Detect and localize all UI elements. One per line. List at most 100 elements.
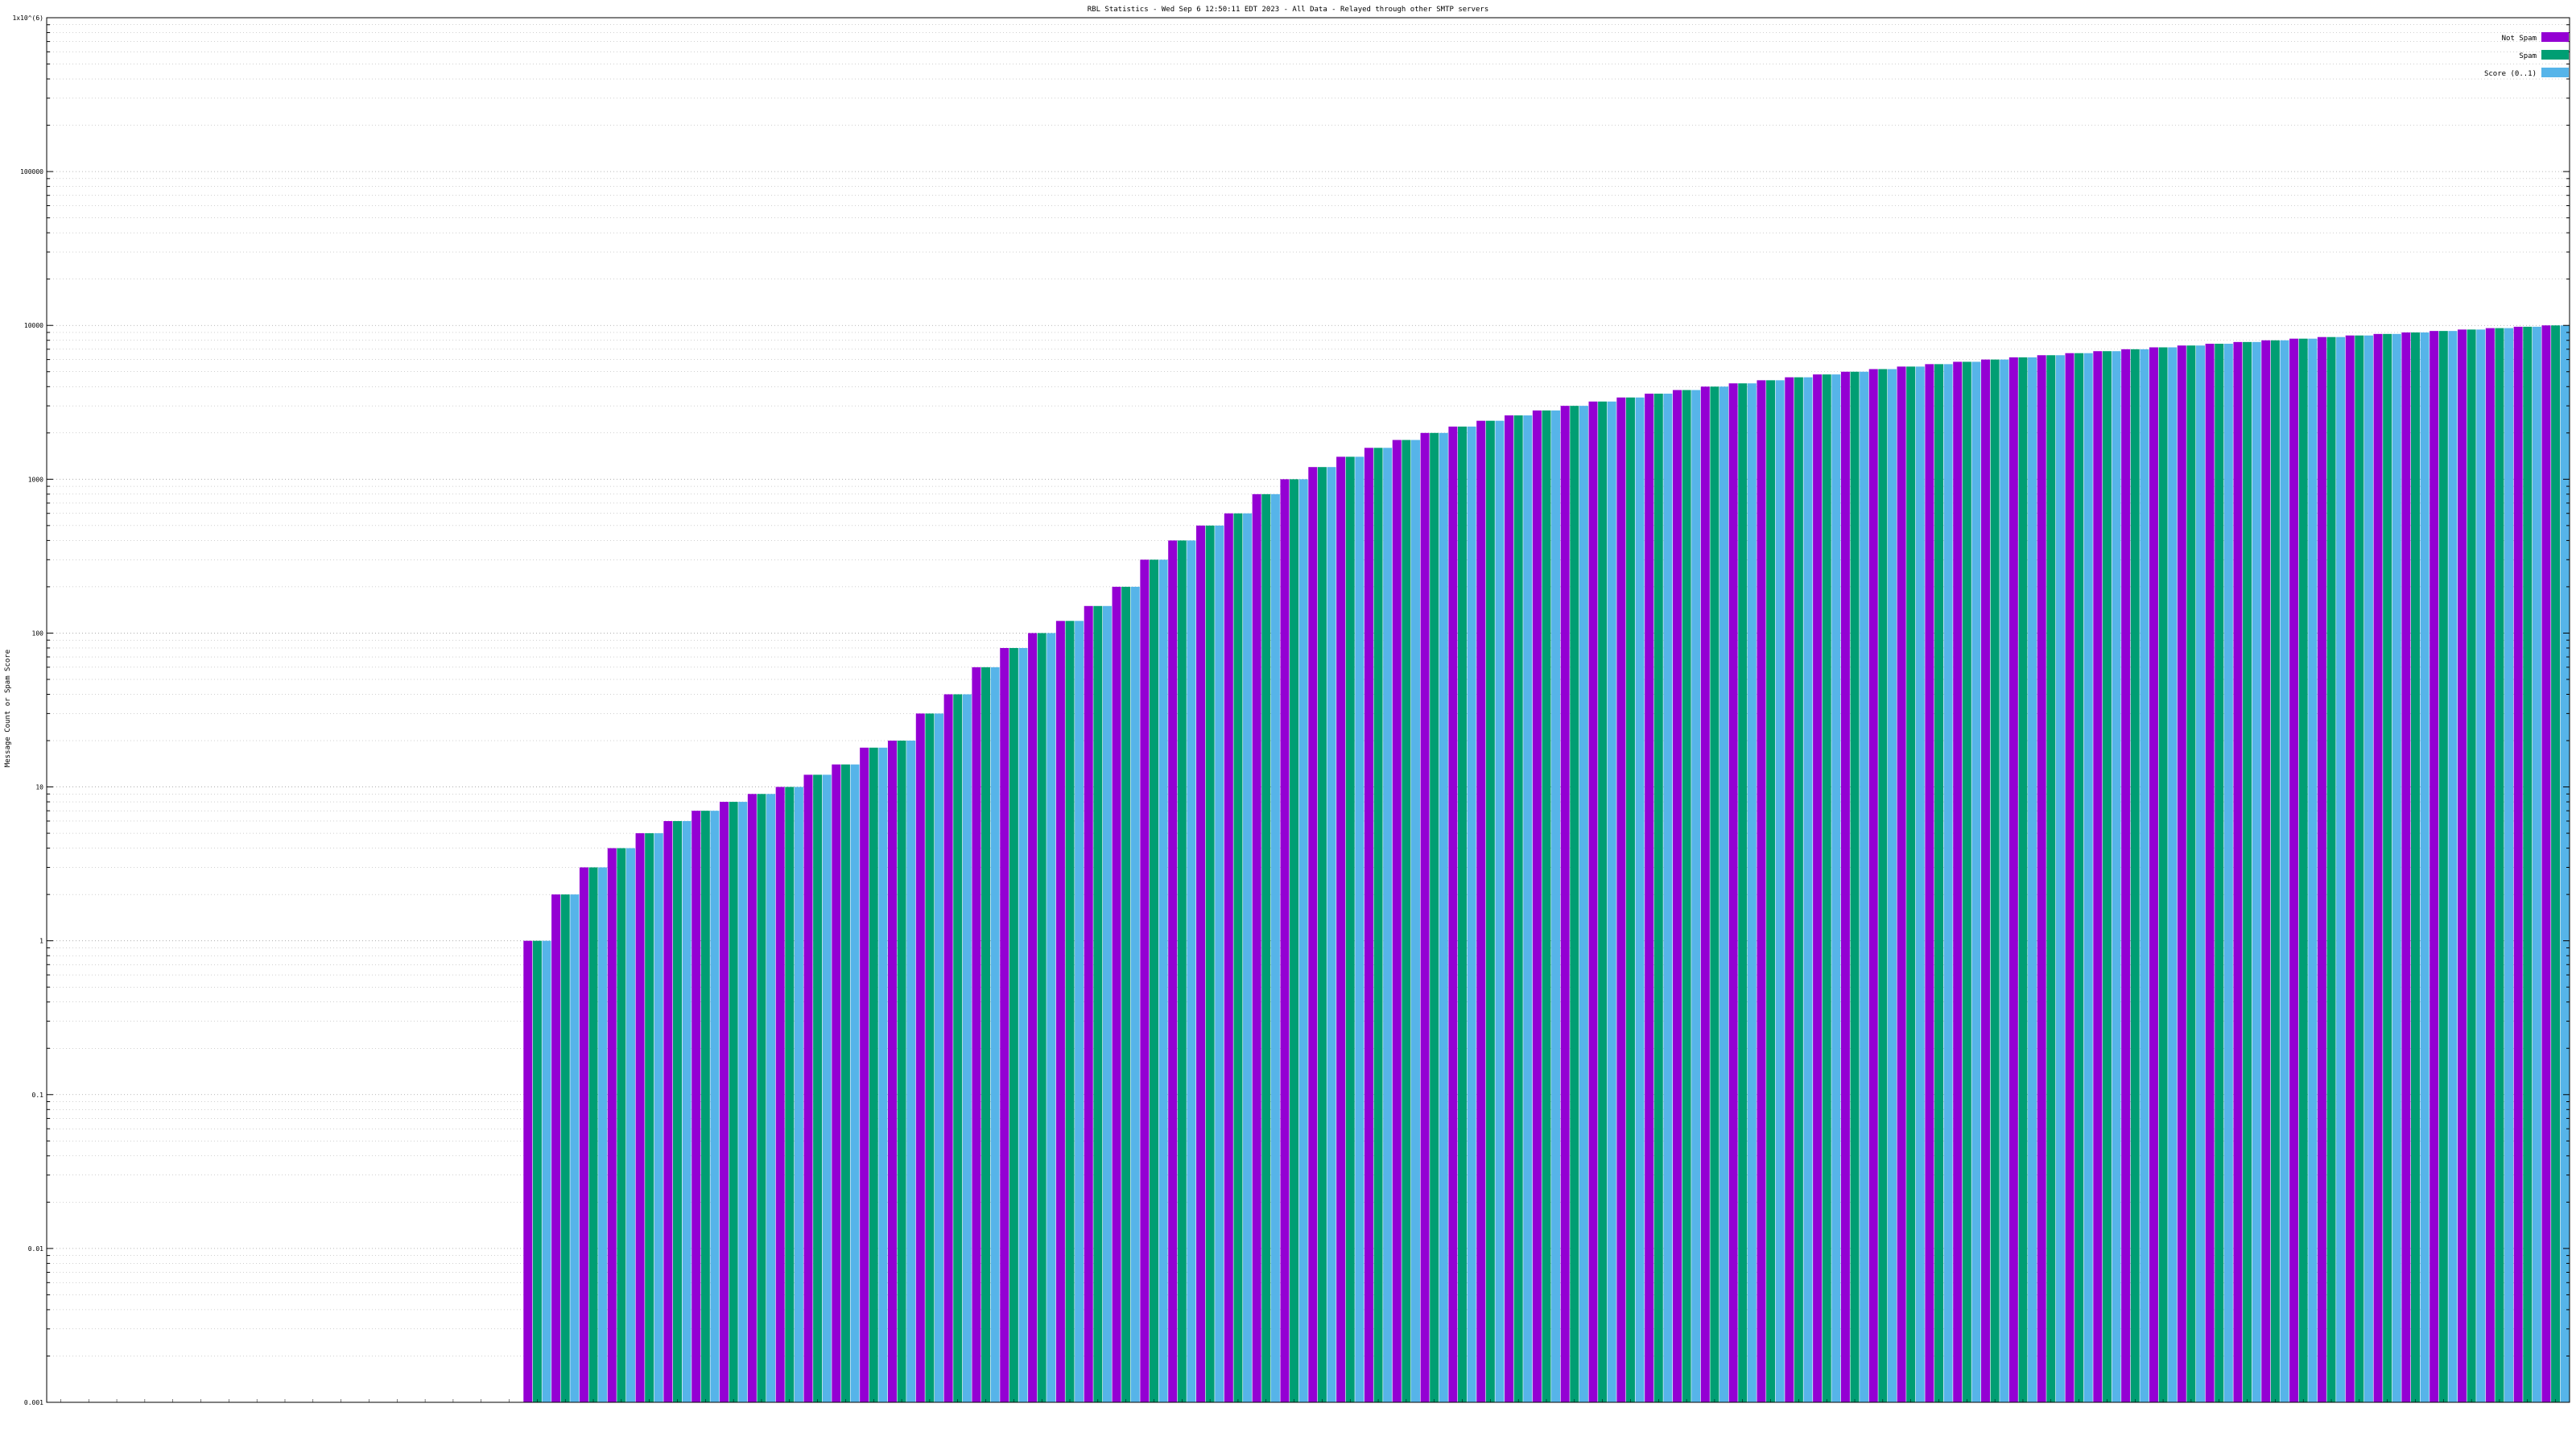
bar-spam — [1345, 456, 1355, 1402]
bar-spam — [2355, 335, 2364, 1403]
bar-not_spam — [1505, 415, 1514, 1402]
bar-spam — [1009, 647, 1018, 1402]
bar-not_spam — [2289, 338, 2299, 1402]
bar-not_spam — [579, 867, 588, 1402]
bar-score — [1187, 540, 1196, 1403]
bar-spam — [2298, 338, 2308, 1402]
bar-not_spam — [1392, 440, 1402, 1403]
bar-spam — [1934, 364, 1944, 1402]
bar-spam — [1682, 390, 1691, 1402]
bar-not_spam — [1588, 401, 1598, 1402]
bar-not_spam — [2205, 344, 2215, 1403]
bar-spam — [1290, 479, 1299, 1403]
bar-score — [962, 694, 972, 1402]
bar-not_spam — [775, 786, 785, 1402]
bar-not_spam — [1813, 374, 1823, 1402]
bar-not_spam — [1448, 426, 1458, 1402]
bar-spam — [757, 794, 766, 1402]
bar-spam — [1149, 559, 1158, 1403]
bar-not_spam — [2261, 340, 2271, 1402]
bar-spam — [700, 811, 710, 1402]
bar-spam — [2186, 345, 2196, 1402]
bar-score — [1355, 456, 1364, 1402]
bar-score — [1410, 440, 1420, 1403]
bar-not_spam — [2037, 355, 2046, 1402]
bar-spam — [2270, 340, 2280, 1402]
bar-not_spam — [2513, 326, 2523, 1402]
y-tick-label: 10 — [35, 784, 43, 791]
bar-score — [1803, 377, 1813, 1402]
bar-spam — [1878, 369, 1888, 1403]
bar-not_spam — [1925, 364, 1934, 1402]
bar-score — [654, 833, 663, 1402]
bar-score — [794, 786, 803, 1402]
bar-spam — [1513, 415, 1523, 1402]
bar-not_spam — [887, 741, 897, 1402]
y-tick-label: 100000 — [20, 168, 43, 175]
bar-not_spam — [860, 747, 869, 1402]
bar-score — [2223, 344, 2233, 1403]
bar-spam — [2018, 357, 2028, 1403]
bar-not_spam — [1532, 410, 1542, 1402]
bar-score — [906, 741, 916, 1402]
bar-score — [2532, 326, 2541, 1402]
legend-swatch-not_spam — [2541, 32, 2569, 42]
bar-score — [1327, 467, 1336, 1402]
bar-score — [1747, 383, 1757, 1402]
bar-score — [822, 774, 832, 1402]
bar-spam — [1850, 371, 1860, 1402]
bar-not_spam — [1252, 493, 1261, 1402]
bar-not_spam — [1140, 559, 1150, 1403]
bar-score — [1383, 448, 1393, 1402]
bar-spam — [672, 820, 683, 1402]
bar-score — [570, 894, 580, 1402]
bar-not_spam — [747, 794, 757, 1402]
bar-score — [1719, 386, 1729, 1403]
bar-spam — [2130, 349, 2140, 1403]
bar-score — [2476, 329, 2486, 1402]
bar-score — [1775, 380, 1785, 1403]
bar-not_spam — [2485, 328, 2495, 1403]
bar-score — [598, 867, 608, 1402]
bar-spam — [1121, 586, 1131, 1402]
bar-not_spam — [1785, 377, 1794, 1402]
bar-spam — [840, 764, 850, 1402]
bar-score — [2252, 341, 2261, 1403]
bar-score — [1130, 586, 1140, 1402]
bar-score — [1018, 647, 1028, 1402]
plot-frame — [46, 17, 2570, 1403]
bar-spam — [1990, 359, 2000, 1402]
bar-not_spam — [551, 894, 561, 1402]
chart-title: RBL Statistics - Wed Sep 6 12:50:11 EDT … — [1088, 6, 1489, 14]
bar-not_spam — [2317, 336, 2326, 1402]
bar-score — [1887, 369, 1897, 1403]
y-tick-label: 1 — [39, 938, 43, 945]
bar-score — [1467, 426, 1476, 1402]
bar-not_spam — [691, 811, 701, 1402]
bar-score — [1158, 559, 1168, 1403]
bar-not_spam — [803, 774, 813, 1402]
bar-not_spam — [2458, 329, 2467, 1402]
bar-not_spam — [1028, 633, 1038, 1402]
bar-not_spam — [1560, 406, 1570, 1402]
bar-score — [766, 794, 776, 1402]
bar-not_spam — [2065, 353, 2074, 1403]
bar-not_spam — [2149, 347, 2158, 1403]
bar-spam — [2215, 344, 2224, 1403]
legend-label-score: Score (0..1) — [2484, 70, 2537, 78]
bar-score — [1943, 364, 1953, 1402]
bar-score — [1607, 401, 1616, 1402]
bar-not_spam — [720, 802, 729, 1402]
bar-score — [2336, 336, 2346, 1402]
bar-score — [1915, 366, 1925, 1402]
bar-score — [1495, 420, 1505, 1403]
bar-spam — [1317, 467, 1327, 1402]
bar-spam — [1794, 377, 1803, 1402]
bar-score — [710, 811, 720, 1402]
bar-score — [1971, 361, 1981, 1403]
bar-spam — [1485, 420, 1495, 1403]
bar-score — [1579, 406, 1588, 1402]
bar-not_spam — [1700, 386, 1710, 1403]
bar-score — [1243, 513, 1253, 1402]
